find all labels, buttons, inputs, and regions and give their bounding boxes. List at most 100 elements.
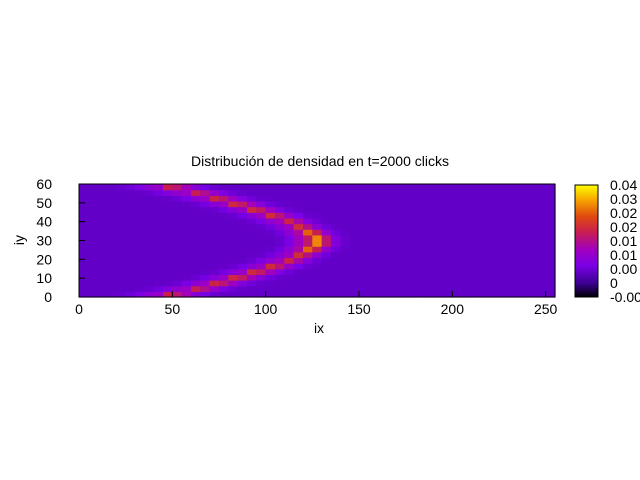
- heatmap-cell: [97, 246, 108, 253]
- heatmap-cell: [237, 200, 248, 208]
- y-tick-label: 60: [36, 176, 52, 192]
- heatmap-cell: [508, 263, 519, 270]
- heatmap-cell: [303, 263, 313, 270]
- heatmap-cell: [387, 206, 397, 213]
- heatmap-cell: [219, 280, 229, 287]
- heatmap-cell: [312, 263, 323, 270]
- heatmap-cell: [144, 246, 155, 253]
- heatmap-cell: [368, 274, 379, 281]
- heatmap-cell: [349, 280, 360, 287]
- heatmap-cell: [331, 206, 341, 213]
- heatmap-cell: [209, 285, 220, 292]
- heatmap-cell: [489, 274, 500, 281]
- heatmap-cell: [181, 217, 192, 225]
- heatmap-cell: [265, 189, 276, 196]
- heatmap-cell: [256, 212, 267, 219]
- heatmap-cell: [340, 200, 351, 208]
- heatmap-cell: [396, 200, 407, 208]
- heatmap-cell: [312, 268, 323, 275]
- heatmap-cell: [237, 223, 248, 230]
- heatmap-cell: [415, 184, 425, 191]
- heatmap-cell: [116, 206, 127, 213]
- heatmap-cell: [499, 184, 509, 191]
- heatmap-cell: [452, 189, 463, 196]
- heatmap-cell: [97, 268, 108, 275]
- heatmap-cell: [405, 291, 416, 298]
- heatmap-cell: [247, 285, 257, 292]
- heatmap-cell: [97, 229, 108, 236]
- heatmap-cell: [181, 212, 192, 219]
- heatmap-cell: [368, 195, 379, 202]
- heatmap-cell: [517, 268, 528, 275]
- heatmap-cell: [349, 195, 360, 202]
- heatmap-cell: [200, 263, 211, 270]
- heatmap-cell: [433, 285, 444, 292]
- heatmap-cell: [97, 291, 108, 298]
- heatmap-cell: [415, 206, 425, 213]
- heatmap-cell: [312, 217, 323, 225]
- heatmap-cell: [415, 234, 425, 242]
- heatmap-cell: [219, 200, 229, 208]
- heatmap-cell: [536, 189, 547, 196]
- heatmap-cell: [489, 280, 500, 287]
- heatmap-cell: [284, 246, 295, 253]
- heatmap-cell: [209, 263, 220, 270]
- colorbar-tick-label: 0.00: [610, 261, 637, 277]
- heatmap-cell: [349, 263, 360, 270]
- heatmap-cell: [527, 217, 537, 225]
- heatmap-cell: [433, 217, 444, 225]
- heatmap-cell: [424, 246, 435, 253]
- heatmap-cell: [181, 200, 192, 208]
- heatmap-cell: [527, 268, 537, 275]
- heatmap-cell: [527, 206, 537, 213]
- heatmap-cell: [471, 184, 481, 191]
- heatmap-cell: [163, 285, 173, 292]
- heatmap-cell: [135, 184, 145, 191]
- heatmap-cell: [219, 263, 229, 270]
- heatmap-cell: [368, 223, 379, 230]
- heatmap-cell: [135, 212, 145, 219]
- heatmap-cell: [275, 280, 285, 287]
- heatmap-cell: [452, 217, 463, 225]
- heatmap-cell: [480, 291, 491, 298]
- heatmap-cell: [405, 285, 416, 292]
- heatmap-cell: [284, 212, 295, 219]
- heatmap-cell: [88, 189, 99, 196]
- heatmap-cell: [396, 234, 407, 242]
- heatmap-cell: [387, 263, 397, 270]
- heatmap-cell: [209, 189, 220, 196]
- heatmap-cell: [359, 274, 369, 281]
- heatmap-cell: [424, 274, 435, 281]
- heatmap-cell: [237, 229, 248, 236]
- heatmap-cell: [191, 229, 201, 236]
- heatmap-cell: [153, 189, 164, 196]
- heatmap-cell: [340, 223, 351, 230]
- heatmap-cell: [153, 200, 164, 208]
- heatmap-cell: [359, 217, 369, 225]
- heatmap-cell: [405, 200, 416, 208]
- heatmap-cell: [293, 234, 304, 242]
- heatmap-cell: [200, 195, 211, 202]
- heatmap-cell: [293, 184, 304, 191]
- heatmap-cell: [265, 200, 276, 208]
- heatmap-cell: [387, 189, 397, 196]
- heatmap-cell: [349, 189, 360, 196]
- heatmap-cell: [461, 251, 472, 259]
- heatmap-cell: [265, 246, 276, 253]
- heatmap-cell: [331, 251, 341, 259]
- heatmap-cell: [424, 200, 435, 208]
- heatmap-cell: [461, 229, 472, 236]
- heatmap-cell: [396, 291, 407, 298]
- heatmap-cell: [461, 240, 472, 247]
- heatmap-cell: [377, 274, 388, 281]
- heatmap-cell: [275, 206, 285, 213]
- colorbar-tick-label: 0.01: [610, 233, 637, 249]
- heatmap-cell: [321, 280, 332, 287]
- heatmap-cell: [452, 184, 463, 191]
- colorbar-tick-label: 0.02: [610, 205, 637, 221]
- heatmap-cell: [396, 280, 407, 287]
- heatmap-cell: [135, 285, 145, 292]
- heatmap-cell: [340, 291, 351, 298]
- heatmap-cell: [172, 280, 183, 287]
- heatmap-cell: [377, 234, 388, 242]
